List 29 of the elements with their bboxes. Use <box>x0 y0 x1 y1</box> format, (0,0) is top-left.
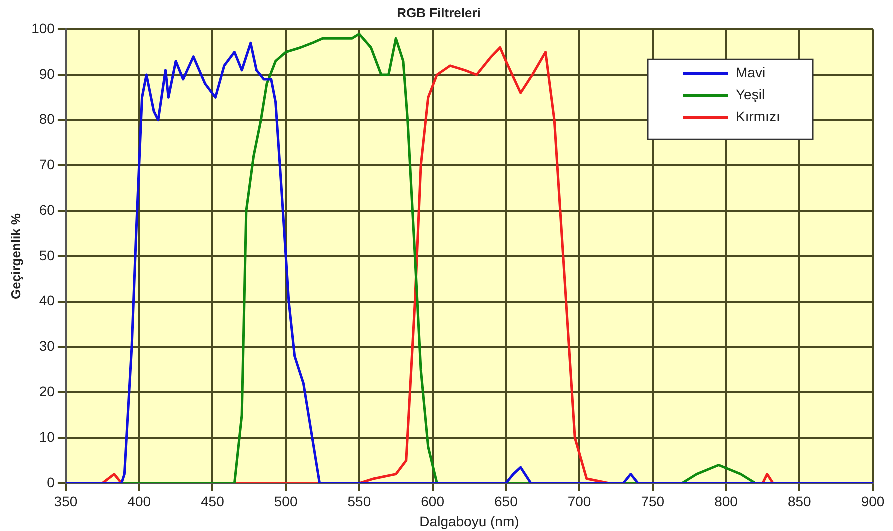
x-tick-label: 900 <box>861 494 885 510</box>
y-tick-label: 50 <box>39 247 56 264</box>
x-tick-label: 650 <box>494 494 518 510</box>
x-tick-label: 700 <box>568 494 592 510</box>
x-tick-label: 350 <box>54 494 78 510</box>
y-tick-label: 80 <box>39 111 56 128</box>
legend-label: Yeşil <box>736 86 766 102</box>
x-tick-label: 850 <box>788 494 812 510</box>
legend-label: Kırmızı <box>736 108 780 124</box>
y-tick-label: 20 <box>39 384 56 400</box>
y-tick-label: 40 <box>39 292 56 309</box>
x-tick-label: 600 <box>421 494 445 510</box>
y-tick-label: 0 <box>47 474 56 490</box>
y-tick-label: 100 <box>32 20 56 36</box>
x-tick-label: 500 <box>274 494 298 510</box>
y-tick-label: 30 <box>39 338 56 354</box>
y-tick-label: 70 <box>39 156 56 173</box>
chart-title: RGB Filtreleri <box>397 5 481 20</box>
x-tick-label: 450 <box>201 494 225 510</box>
x-tick-label: 550 <box>348 494 372 510</box>
y-tick-label: 10 <box>39 428 56 445</box>
legend-label: Mavi <box>736 64 766 80</box>
x-axis-title: Dalgaboyu (nm) <box>420 513 520 530</box>
x-tick-label: 400 <box>128 494 152 510</box>
x-tick-label: 750 <box>641 494 665 510</box>
y-tick-label: 60 <box>39 202 56 218</box>
y-axis-title: Geçirgenlik % <box>8 213 24 300</box>
x-tick-label: 800 <box>714 494 738 510</box>
y-tick-label: 90 <box>39 66 56 82</box>
